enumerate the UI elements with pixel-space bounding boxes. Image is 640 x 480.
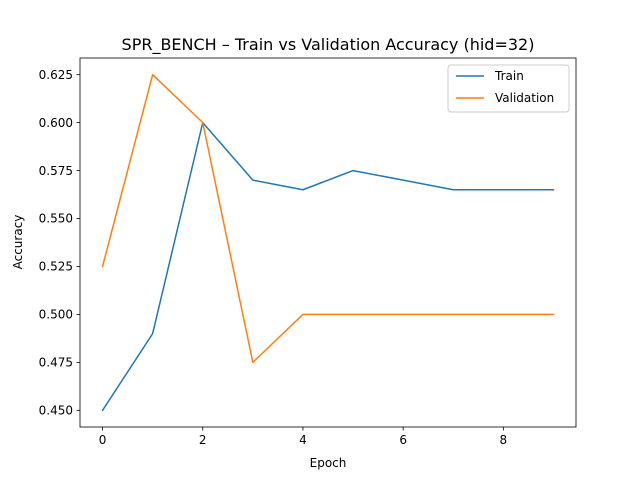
legend-label-validation: Validation [495, 91, 554, 105]
plot-area-frame [79, 57, 577, 428]
y-axis-ticks: 0.450 0.475 0.500 0.525 0.550 0.575 0.600 0.625 [39, 68, 80, 418]
y-tick-label: 0.575 [39, 164, 73, 178]
x-tick-label: 0 [99, 433, 107, 447]
x-tick-label: 2 [199, 433, 207, 447]
x-tick-label: 6 [399, 433, 407, 447]
chart-legend: Train Validation [447, 64, 570, 113]
series-line-train [101, 121, 555, 412]
y-tick-label: 0.550 [39, 212, 73, 226]
x-tick-label: 8 [500, 433, 508, 447]
y-axis-label: Accuracy [11, 215, 25, 270]
series-lines [101, 73, 555, 412]
y-tick-label: 0.625 [39, 68, 73, 82]
chart-title: SPR_BENCH – Train vs Validation Accuracy… [122, 35, 535, 55]
x-axis-label: Epoch [310, 456, 347, 470]
x-tick-label: 4 [299, 433, 307, 447]
y-tick-label: 0.450 [39, 404, 73, 418]
y-tick-label: 0.500 [39, 308, 73, 322]
series-line-validation [101, 73, 555, 364]
y-tick-label: 0.600 [39, 116, 73, 130]
y-tick-label: 0.525 [39, 260, 73, 274]
legend-label-train: Train [494, 69, 524, 83]
x-axis-ticks: 0 2 4 6 8 [99, 427, 507, 447]
y-tick-label: 0.475 [39, 356, 73, 370]
